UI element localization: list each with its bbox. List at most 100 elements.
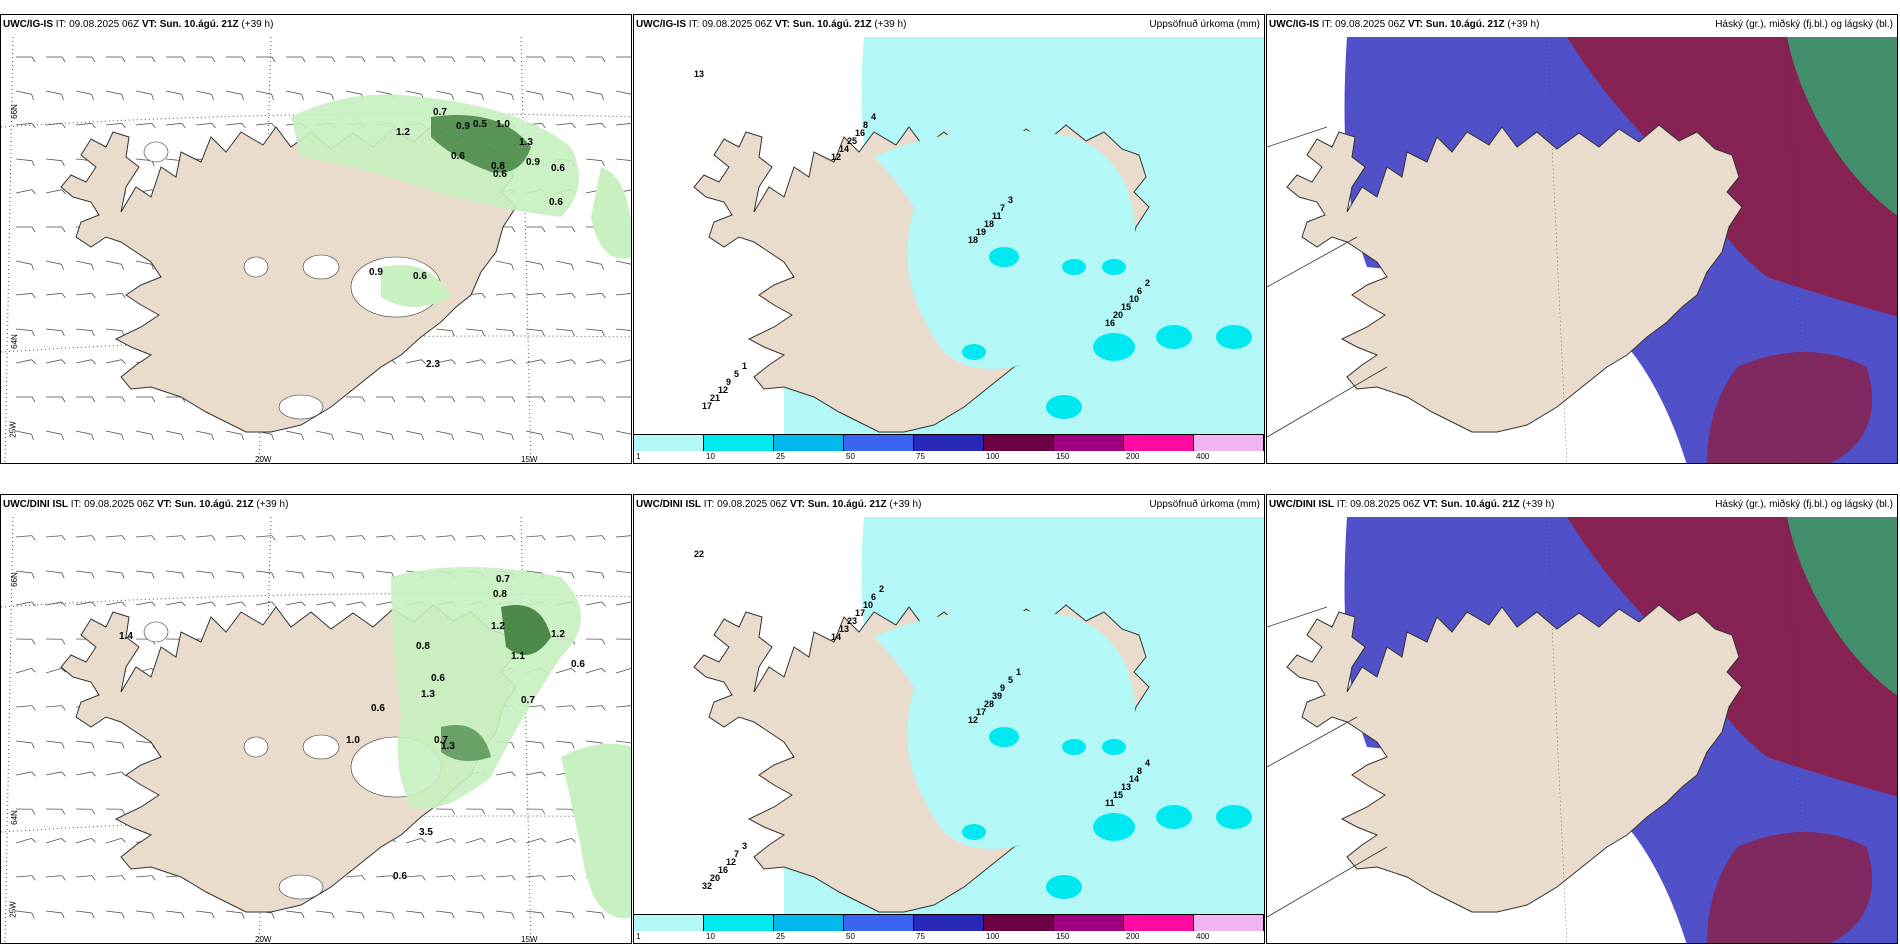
- wind-barb: [495, 90, 514, 100]
- precip-value-label: 9: [726, 377, 731, 387]
- precip-value-label: 1.2: [491, 621, 505, 632]
- lon-label: 15W: [521, 935, 538, 944]
- wind-barb: [495, 808, 516, 815]
- wind-barb: [15, 328, 35, 337]
- precip-value-label: 1.0: [346, 735, 360, 746]
- precip-value-label: 4: [1145, 758, 1150, 768]
- precip-value-label: 0.6: [431, 673, 445, 684]
- colorbar-tick-label: 150: [1056, 932, 1070, 941]
- wind-barb: [105, 601, 126, 607]
- wind-barb: [465, 875, 486, 881]
- precip-value-label: 0.6: [413, 271, 427, 282]
- lon-label: 25W: [8, 901, 18, 918]
- wind-barb: [315, 90, 334, 100]
- wind-barb: [465, 90, 484, 100]
- precip-value-label: 0.8: [416, 641, 430, 652]
- wind-barb: [136, 56, 156, 63]
- colorbar-swatch: [774, 435, 844, 451]
- precip-value-label: 21: [710, 393, 720, 403]
- wind-barb: [495, 771, 516, 777]
- wind-barb: [555, 260, 574, 270]
- wind-barb: [76, 56, 96, 63]
- wind-barb: [555, 359, 576, 365]
- precip-heavy-area: [1093, 813, 1135, 841]
- wind-barb: [345, 601, 366, 607]
- wind-barb: [465, 808, 486, 815]
- colorbar-tick-label: 50: [846, 932, 855, 941]
- wind-barb: [165, 90, 184, 100]
- panel-title: UWC/IG-IS IT: 09.08.2025 06Z VT: Sun. 10…: [3, 19, 274, 30]
- precip-value-label: 20: [710, 873, 720, 883]
- precip-value-label: 0.7: [521, 695, 535, 706]
- wind-barb: [75, 601, 96, 607]
- wind-barb: [496, 396, 516, 403]
- colorbar-swatch: [984, 915, 1054, 931]
- wind-barb: [376, 396, 396, 403]
- precip-heavy-area: [1156, 805, 1192, 829]
- precip-value-label: 0.7: [433, 107, 447, 118]
- wind-barb: [45, 260, 64, 270]
- wind-barb: [555, 90, 574, 100]
- precip-value-label: 10: [863, 600, 873, 610]
- precip-value-label: 2: [879, 584, 884, 594]
- precip-value-label: 6: [871, 592, 876, 602]
- lat-label: 64N: [9, 810, 19, 825]
- wind-barb: [75, 910, 95, 919]
- wind-barb: [615, 638, 631, 640]
- wind-barb: [15, 875, 36, 881]
- precip-value-label: 3: [742, 841, 747, 851]
- wind-barb: [555, 535, 576, 541]
- wind-barb: [375, 430, 394, 440]
- wind-barb: [16, 56, 36, 63]
- panel-cloud-igis: UWC/IG-IS IT: 09.08.2025 06Z VT: Sun. 10…: [1266, 14, 1898, 464]
- wind-barb: [525, 328, 545, 337]
- wind-barb: [435, 328, 455, 337]
- lat-label: 66N: [9, 104, 19, 119]
- wind-barb: [135, 90, 154, 100]
- wind-barb: [15, 90, 34, 100]
- wind-barb: [105, 328, 125, 337]
- precip-value-label: 18: [984, 219, 994, 229]
- boundary-line: [1267, 236, 1358, 288]
- colorbar-tick-label: 10: [706, 452, 715, 461]
- precip-value-label: 14: [831, 632, 841, 642]
- wind-barb: [45, 910, 65, 919]
- mid-cloud-area: [1707, 832, 1872, 943]
- wind-barb: [615, 535, 631, 538]
- precip-value-label: 0.9: [369, 267, 383, 278]
- wind-barb: [285, 910, 305, 919]
- wind-barb: [615, 328, 631, 332]
- colorbar-swatch: [704, 435, 774, 451]
- clear-sky-area: [1267, 517, 1347, 677]
- precip-value-label: 4: [871, 112, 876, 122]
- precip-value-label: 13: [694, 69, 704, 79]
- precip-value-label: 0.6: [393, 871, 407, 882]
- precip-heavy-area: [962, 344, 986, 360]
- wind-barb: [615, 705, 631, 708]
- wind-barb: [75, 740, 95, 749]
- wind-barb: [435, 90, 454, 100]
- precip-value-label: 0.5: [473, 119, 487, 130]
- graticule-line: [4, 37, 14, 463]
- wind-map: 0.70.81.21.20.81.10.61.30.70.61.0 0.71.33…: [1, 517, 631, 943]
- precip-value-label: 12: [968, 715, 978, 725]
- wind-barb: [495, 359, 516, 365]
- precip-heavy-area: [1046, 395, 1082, 419]
- wind-barb: [555, 328, 575, 337]
- wind-barb: [465, 910, 485, 919]
- precip-value-label: 2: [1145, 278, 1150, 288]
- wind-barb: [256, 56, 276, 63]
- precip-value-label: 15: [1121, 302, 1131, 312]
- precip-heavy-area: [1062, 739, 1086, 755]
- wind-barb: [75, 122, 96, 129]
- wind-barb: [195, 122, 216, 129]
- wind-barb: [135, 601, 156, 607]
- precip-value-label: 13: [1121, 782, 1131, 792]
- wind-barb: [45, 158, 65, 167]
- wind-barb: [75, 535, 96, 541]
- wind-barb: [75, 875, 96, 881]
- wind-barb: [195, 601, 216, 607]
- wind-barb: [15, 910, 35, 919]
- panel-cloud-dini: UWC/DINI ISL IT: 09.08.2025 06Z VT: Sun.…: [1266, 494, 1898, 944]
- wind-barb: [585, 570, 605, 579]
